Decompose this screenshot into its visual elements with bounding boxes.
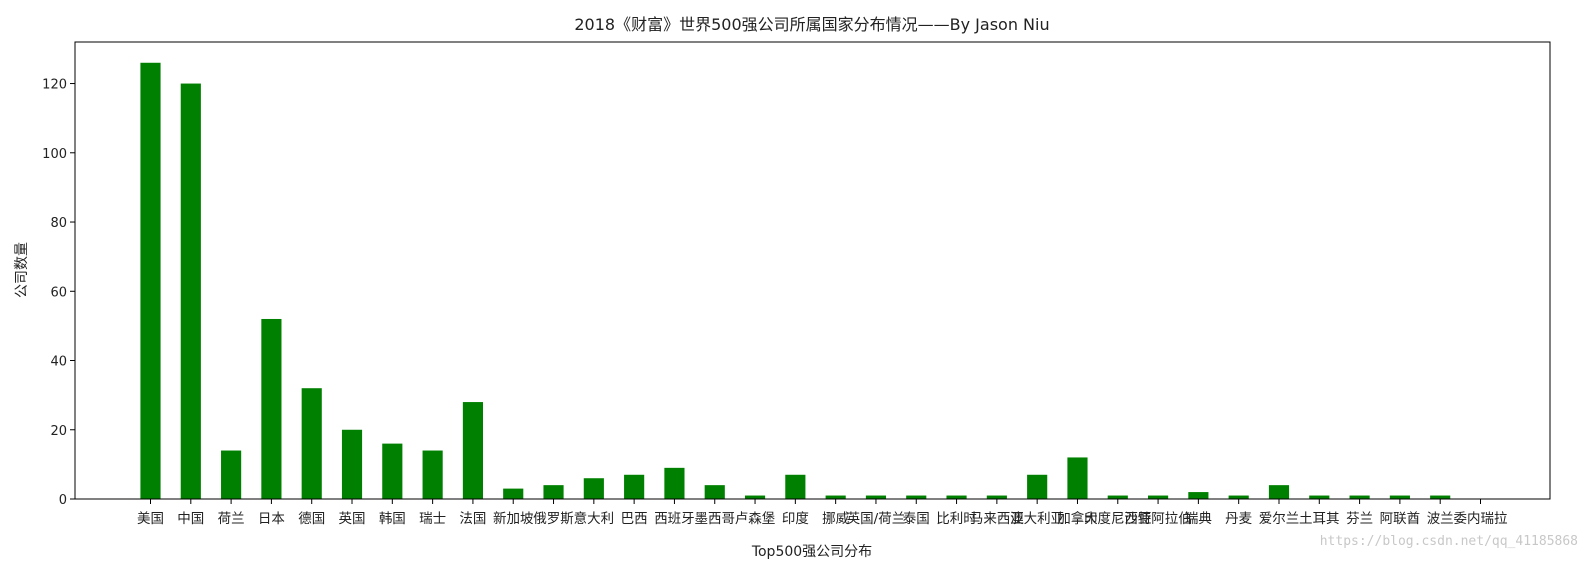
bar bbox=[1228, 495, 1249, 499]
x-tick-label: 土耳其 bbox=[1299, 511, 1340, 527]
x-tick-label: 中国 bbox=[177, 511, 204, 527]
bar bbox=[1107, 495, 1128, 499]
x-tick-label: 波兰 bbox=[1427, 511, 1454, 527]
watermark-text: https://blog.csdn.net/qq_41185868 bbox=[1320, 534, 1578, 549]
x-tick-label: 印度 bbox=[782, 511, 809, 527]
bar bbox=[906, 495, 927, 499]
x-tick-label: 瑞典 bbox=[1185, 511, 1212, 527]
bar-series bbox=[140, 62, 1451, 500]
x-tick-label: 意大利 bbox=[574, 510, 615, 527]
bar bbox=[1148, 495, 1169, 499]
bar bbox=[462, 402, 483, 499]
x-tick-label: 加拿大 bbox=[1057, 510, 1098, 527]
bar bbox=[1027, 474, 1048, 499]
x-tick-label: 日本 bbox=[258, 511, 285, 527]
x-axis-label: Top500强公司分布 bbox=[751, 544, 872, 560]
bar bbox=[946, 495, 967, 499]
y-tick-label: 20 bbox=[50, 424, 67, 439]
y-tick-label: 0 bbox=[59, 493, 67, 508]
bar bbox=[382, 443, 403, 499]
x-tick-label: 新加坡 bbox=[493, 511, 534, 527]
bar bbox=[1349, 495, 1370, 499]
x-tick-label: 马来西亚 bbox=[970, 511, 1024, 527]
bar bbox=[1309, 495, 1330, 499]
bar bbox=[422, 450, 443, 499]
bar bbox=[664, 467, 685, 499]
x-tick-label: 爱尔兰 bbox=[1259, 511, 1300, 527]
bar bbox=[221, 450, 242, 499]
x-tick-label: 美国 bbox=[137, 511, 164, 527]
x-tick-label: 阿联酋 bbox=[1380, 510, 1421, 527]
bar bbox=[1188, 492, 1209, 499]
y-tick-label: 100 bbox=[42, 147, 67, 162]
bar bbox=[180, 83, 201, 500]
x-tick-label: 沙特阿拉伯 bbox=[1124, 511, 1192, 527]
x-tick-label: 卢森堡 bbox=[735, 511, 776, 527]
bar bbox=[140, 62, 161, 500]
bar bbox=[865, 495, 887, 499]
x-tick-label: 印度尼西亚 bbox=[1084, 511, 1152, 527]
bar bbox=[543, 485, 564, 499]
x-axis: 美国 中国 荷兰 日本 德国 英国 韩国 瑞士 法国 新加坡 俄罗斯 意大利 巴西 西班牙 墨西哥 卢森堡 印度… bbox=[137, 499, 1508, 527]
bar bbox=[261, 318, 282, 499]
x-tick-label: 比利时 bbox=[936, 511, 977, 527]
x-tick-label: 墨西哥 bbox=[694, 511, 735, 527]
x-tick-label: 丹麦 bbox=[1225, 511, 1253, 527]
bar bbox=[341, 429, 363, 499]
bar bbox=[503, 488, 524, 499]
x-tick-label: 英国/荷兰 bbox=[847, 510, 906, 527]
bar bbox=[704, 485, 725, 499]
y-axis: 0 20 40 60 80 100 120 bbox=[42, 78, 75, 508]
bar bbox=[624, 474, 645, 499]
bar bbox=[744, 495, 766, 499]
x-tick-label: 德国 bbox=[298, 511, 325, 527]
bar bbox=[301, 388, 322, 499]
x-tick-label: 澳大利亚 bbox=[1010, 511, 1064, 527]
plot-frame bbox=[74, 41, 1551, 500]
y-tick-label: 60 bbox=[50, 285, 67, 300]
x-tick-label: 巴西 bbox=[621, 511, 648, 527]
chart-title: 2018《财富》世界500强公司所属国家分布情况——By Jason Niu bbox=[574, 15, 1049, 34]
y-tick-label: 80 bbox=[50, 216, 67, 231]
bar bbox=[785, 474, 806, 499]
x-tick-label: 韩国 bbox=[379, 511, 406, 527]
x-tick-label: 瑞士 bbox=[419, 511, 446, 527]
x-tick-label: 西班牙 bbox=[654, 511, 695, 527]
x-tick-label: 挪威 bbox=[822, 511, 850, 527]
bar bbox=[1067, 457, 1088, 499]
x-tick-label: 法国 bbox=[459, 511, 486, 527]
x-tick-label: 泰国 bbox=[903, 511, 930, 527]
x-tick-label: 俄罗斯 bbox=[533, 511, 574, 527]
y-axis-label: 公司数量 bbox=[14, 242, 30, 298]
bar bbox=[825, 495, 846, 499]
x-tick-label: 英国 bbox=[339, 510, 366, 527]
bar bbox=[1430, 495, 1451, 499]
bar bbox=[1389, 495, 1410, 499]
x-tick-label: 芬兰 bbox=[1346, 511, 1373, 527]
bar bbox=[986, 495, 1007, 499]
bar bbox=[1268, 485, 1290, 499]
x-tick-label: 委内瑞拉 bbox=[1454, 511, 1508, 527]
bar bbox=[583, 478, 604, 499]
y-tick-label: 120 bbox=[42, 78, 67, 93]
y-tick-label: 40 bbox=[50, 355, 67, 370]
x-tick-label: 荷兰 bbox=[218, 511, 245, 527]
